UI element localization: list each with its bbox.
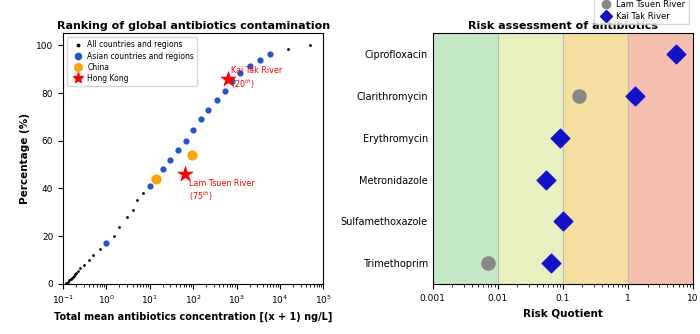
Point	[172, 148, 183, 153]
Point	[152, 175, 163, 180]
Point	[101, 241, 112, 246]
Point	[482, 261, 493, 266]
Point	[187, 152, 198, 158]
Point	[265, 51, 276, 56]
Point	[540, 177, 552, 182]
Point	[165, 157, 176, 163]
Point	[630, 93, 641, 99]
Legend: All countries and regions, Asian countries and regions, China, Hong Kong: All countries and regions, Asian countri…	[66, 37, 197, 86]
Point	[211, 98, 223, 103]
Bar	[498, 33, 563, 284]
Point	[150, 176, 162, 182]
Y-axis label: Percentage (%): Percentage (%)	[20, 113, 31, 204]
X-axis label: Total mean antibiotics concentration [(x + 1) ng/L]: Total mean antibiotics concentration [(x…	[54, 312, 332, 322]
Title: Ranking of global antibiotics contamination: Ranking of global antibiotics contaminat…	[57, 21, 330, 31]
Point	[181, 138, 192, 143]
X-axis label: Risk Quotient: Risk Quotient	[523, 308, 603, 318]
Text: Kai Tak River
(20$^{th}$): Kai Tak River (20$^{th}$)	[231, 66, 282, 91]
Point	[554, 135, 566, 140]
Point	[179, 171, 190, 177]
Legend: Lam Tsuen River, Kai Tak River: Lam Tsuen River, Kai Tak River	[594, 0, 689, 24]
Point	[234, 70, 246, 75]
Title: Risk assessment of antibiotics: Risk assessment of antibiotics	[468, 21, 658, 31]
Point	[545, 261, 557, 266]
Point	[244, 63, 256, 68]
Point	[227, 78, 238, 84]
Point	[202, 107, 214, 113]
Point	[195, 117, 206, 122]
Point	[671, 51, 682, 57]
Point	[557, 218, 568, 224]
Text: Lam Tsuen River
(75$^{th}$): Lam Tsuen River (75$^{th}$)	[189, 179, 255, 203]
Bar	[628, 33, 693, 284]
Point	[220, 88, 231, 93]
Point	[223, 76, 234, 81]
Point	[158, 167, 169, 172]
Point	[144, 183, 155, 189]
Point	[255, 57, 266, 62]
Point	[188, 127, 199, 133]
Bar	[433, 33, 498, 284]
Bar	[563, 33, 628, 284]
Point	[574, 93, 585, 99]
